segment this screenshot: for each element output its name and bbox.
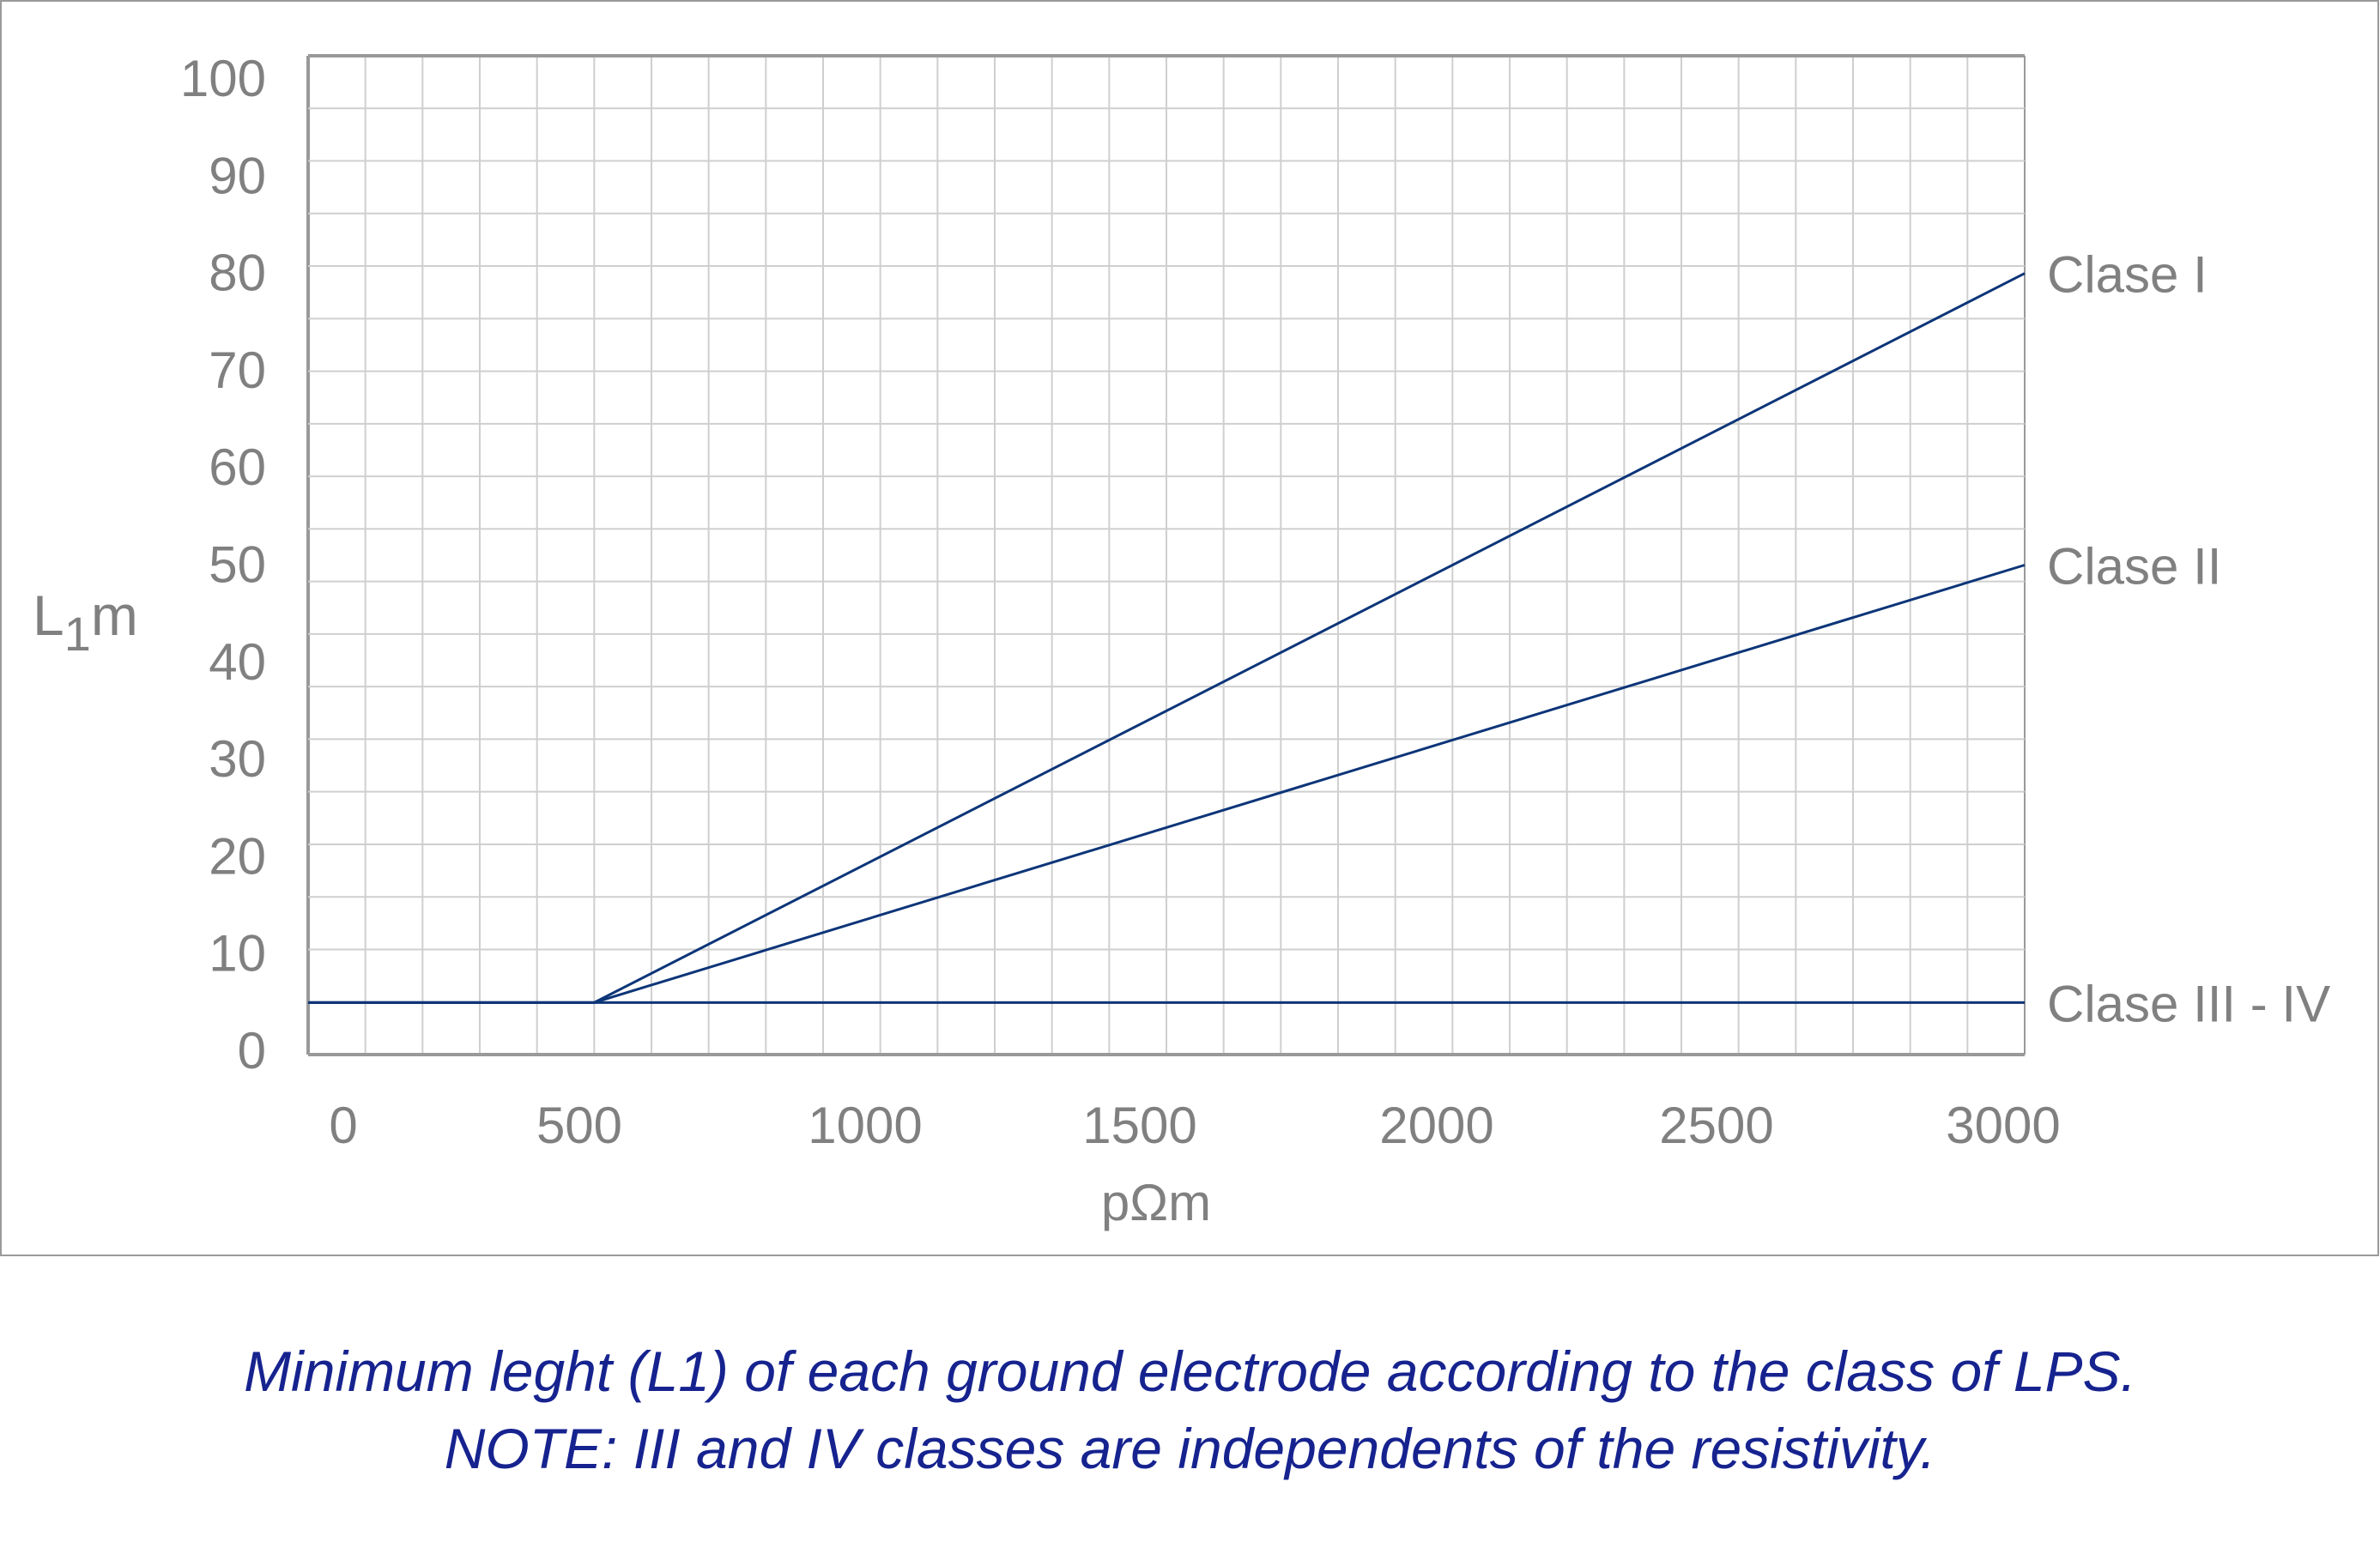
series-label: Clase I (2047, 246, 2207, 304)
x-tick-label: 2500 (1659, 1097, 1773, 1154)
y-tick-label: 0 (238, 1022, 266, 1079)
y-tick-label: 40 (209, 633, 266, 691)
grid (306, 54, 2026, 1056)
x-tick-labels: 0 500 1000 1500 2000 2500 3000 (329, 1097, 2060, 1154)
x-tick-label: 1500 (1082, 1097, 1196, 1154)
series-labels: Clase I Clase II Clase III - IV (2047, 246, 2330, 1033)
y-tick-labels: 0 10 20 30 40 50 60 70 80 90 100 (180, 50, 266, 1079)
x-tick-label: 3000 (1946, 1097, 2060, 1154)
y-tick-label: 80 (209, 245, 266, 302)
y-tick-label: 20 (209, 827, 266, 885)
series-label: Clase II (2047, 538, 2221, 596)
y-tick-label: 50 (209, 536, 266, 594)
y-tick-label: 30 (209, 730, 266, 788)
y-tick-label: 70 (209, 342, 266, 399)
chart-frame (0, 0, 2379, 1256)
y-tick-label: 10 (209, 925, 266, 983)
y-tick-label: 90 (209, 147, 266, 204)
x-tick-label: 500 (536, 1097, 622, 1154)
caption-line-1: Minimum leght (L1) of each ground electr… (244, 1339, 2136, 1403)
series-lines (308, 272, 2026, 1004)
y-tick-label: 100 (180, 50, 266, 107)
series-label: Clase III - IV (2047, 975, 2330, 1032)
x-axis-title: pΩm (1101, 1174, 1211, 1231)
y-tick-label: 60 (209, 438, 266, 496)
x-tick-label: 0 (329, 1097, 357, 1154)
y-axis-title: L1m (33, 584, 138, 661)
x-tick-label: 1000 (808, 1097, 922, 1154)
caption-line-2: NOTE: III and IV classes are independent… (444, 1417, 1936, 1480)
x-tick-label: 2000 (1379, 1097, 1493, 1154)
